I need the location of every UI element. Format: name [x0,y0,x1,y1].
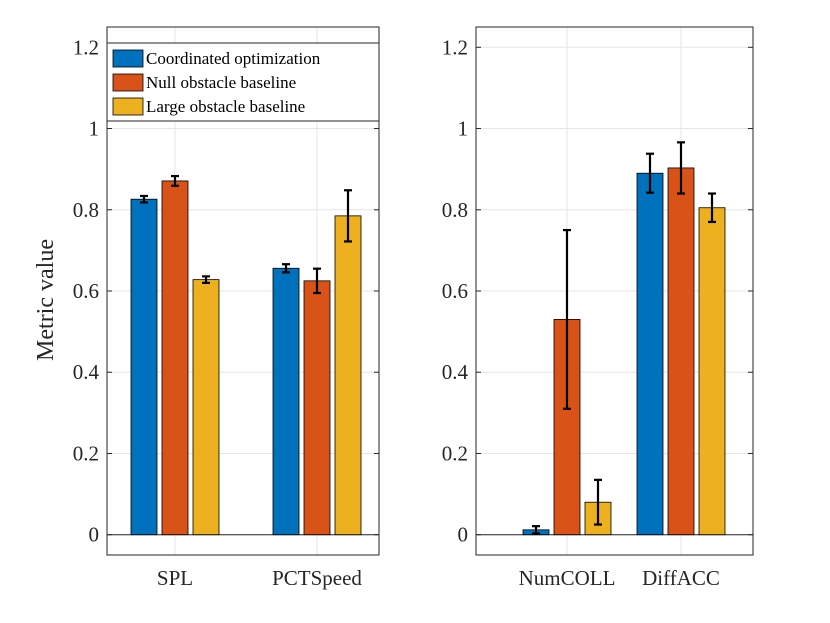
error-bar [202,275,210,284]
legend-entry: Large obstacle baseline [112,97,305,116]
y-tick-label: 0.4 [442,360,469,384]
legend-entry: Coordinated optimization [112,49,321,68]
bar-diffacc-series-1 [636,172,664,536]
y-tick-label: 0.2 [73,441,99,465]
legend-swatch-large [112,97,144,116]
legend-label-large: Large obstacle baseline [146,97,305,116]
error-bar [344,189,352,243]
error-bar [677,141,685,195]
error-bar [594,478,602,526]
left-chart-panel: 0 0.2 0.4 0.6 0.8 1 1.2 SPL PCTSpeed Metric va… [33,26,380,590]
y-tick-label: 1.2 [442,35,468,59]
legend-box [106,42,380,122]
bar-pctspeed-series-2 [303,280,331,536]
y-axis-label: Metric value [33,239,59,361]
error-bar [282,263,290,274]
error-bar [140,194,148,204]
legend: Coordinated optimization Null obstacle b… [106,42,380,122]
legend-label-null: Null obstacle baseline [146,73,296,92]
y-tick-label: 0.8 [73,198,99,222]
y-tick-label: 0.2 [442,441,468,465]
bar-spl-series-3 [192,279,220,536]
error-bar [171,174,179,187]
y-tick-label: 1 [89,117,100,141]
bar-spl-series-2 [161,180,189,536]
legend-entry: Null obstacle baseline [112,73,296,92]
y-tick-label: 0 [89,523,100,547]
legend-label-coordinated: Coordinated optimization [146,49,321,68]
y-tick-label: 0.4 [73,360,100,384]
y-tick-label: 0.6 [73,279,99,303]
x-tick-label: SPL [157,566,193,590]
error-bar [532,525,540,535]
bar-diffacc-series-3 [698,207,726,536]
legend-swatch-coordinated [112,49,144,68]
y-tick-label: 0.6 [442,279,468,303]
error-bar [646,152,654,194]
y-tick-label: 0.8 [442,198,468,222]
bar-spl-series-1 [130,198,158,536]
y-tick-label: 1.2 [73,35,99,59]
error-bar [563,228,571,410]
legend-swatch-null [112,73,144,92]
x-tick-label: DiffACC [642,566,720,590]
bar-pctspeed-series-3 [334,215,362,536]
error-bar [313,267,321,295]
error-bar [708,192,716,224]
x-tick-label: PCTSpeed [272,566,362,590]
y-tick-label: 0 [458,523,469,547]
right-chart-panel: 0 0.2 0.4 0.6 0.8 1 1.2 NumCOLL DiffACC [442,26,754,590]
bar-pctspeed-series-1 [272,267,300,536]
x-tick-label: NumCOLL [519,566,616,590]
y-tick-label: 1 [458,117,469,141]
bar-diffacc-series-2 [667,167,695,536]
